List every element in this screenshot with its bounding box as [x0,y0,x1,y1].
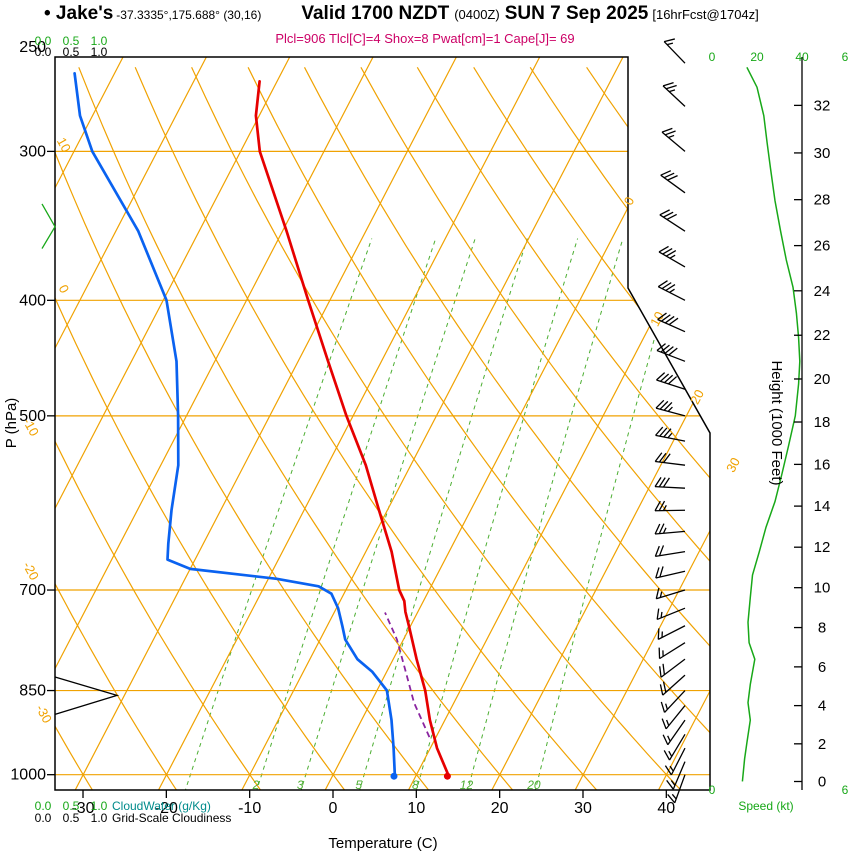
height-tick-label: 4 [818,698,826,715]
mixing-ratio-label: 5 [355,778,362,792]
cloudwater-scale-bottom: 1.0 [91,799,108,813]
speed-scale-top: 0 [709,50,716,64]
temperature-curve [254,79,450,777]
pressure-tick-label: 700 [19,582,46,599]
parcel-curve [384,612,431,738]
height-axis-title: Height (1000 Feet) [768,360,785,485]
speed-scale-top-edge: 6 [842,50,849,64]
speed-profile [741,66,801,782]
speed-scale-bottom-edge: 6 [842,783,849,797]
mixing-ratio-lines [184,238,683,790]
cloudwater-label: CloudWater (g/Kg) [112,799,211,813]
pressure-tick-label: 400 [19,292,46,309]
dry-adiabat-label: 10 [54,135,74,155]
cloud-scales: 0.00.00.50.51.01.00.00.00.50.51.01.0Clou… [35,34,232,825]
height-tick-label: 30 [814,145,831,162]
cloudwater-scale-top: 0.0 [35,34,52,48]
temperature-tick-label: -30 [71,800,94,817]
temperature-tick-label: -20 [155,800,178,817]
isotherm-label: 20 [687,387,707,407]
height-tick-label: 8 [818,620,826,637]
cloudwater-scale-bottom: 0.5 [63,799,80,813]
wind-barbs [654,38,686,804]
mixing-ratio-label: 12 [460,778,474,792]
cloudiness-profile [54,676,120,716]
speed-scale-top: 40 [795,50,809,64]
pressure-tick-label: 300 [19,143,46,160]
height-tick-label: 20 [814,371,831,388]
skewt-background-grid [55,57,710,790]
cloudiness-label: Grid-Scale Cloudiness [112,811,231,825]
valid-time: Valid 1700 NZDT [301,3,450,24]
cloudwater-scale-bottom: 0.0 [35,799,52,813]
forecast-tag: [16hrFcst@1704z] [652,7,759,22]
height-tick-label: 22 [814,327,831,344]
height-tick-label: 14 [814,498,831,515]
dry-adiabat-label: -20 [20,559,42,583]
temperature-dot [443,772,451,780]
height-tick-label: 2 [818,736,826,753]
cloudiness-scale-bottom: 0.0 [35,811,52,825]
sounding-parameters: Plcl=906 Tlcl[C]=4 Shox=8 Pwat[cm]=1 Cap… [275,31,575,46]
cloudwater-profile [41,203,56,249]
temperature-tick-label: 20 [491,800,509,817]
mixing-ratio-label: 2 [252,778,260,792]
cloudwater-scale-top: 0.5 [63,34,80,48]
mixing-ratio-label: 8 [412,778,419,792]
cloudiness-scale-bottom: 0.5 [63,811,80,825]
height-tick-label: 26 [814,238,831,255]
valid-zulu: (0400Z) [454,7,500,22]
height-tick-label: 6 [818,659,826,676]
height-tick-label: 16 [814,456,831,473]
pressure-tick-label: 850 [19,683,46,700]
temperature-tick-label: 30 [574,800,592,817]
dry-adiabat-label: 0 [56,282,73,296]
height-tick-label: 32 [814,97,831,114]
height-tick-label: 24 [814,283,831,300]
temperature-axis: -30 -20 -10 0 10 20 30 40 Temperature (C) [71,790,675,852]
title-bar: • Jake's -37.3335°,175.688° (30,16) Valid … [44,3,759,25]
pressure-tick-label: 500 [19,408,46,425]
mixing-ratio-label: 20 [526,778,541,792]
isotherm-label: 10 [647,309,667,329]
isotherm-label: 30 [723,455,743,475]
height-tick-label: 10 [814,580,831,597]
pressure-tick-label: 1000 [10,767,46,784]
height-tick-label: 18 [814,414,831,431]
pressure-axis-title: P (hPa) [3,398,20,449]
speed-scale-bottom: 0 [709,783,716,797]
temperature-tick-label: 10 [407,800,425,817]
plot-border [54,56,711,791]
height-tick-label: 12 [814,539,831,556]
cloudwater-scale-top: 1.0 [91,34,108,48]
cloudiness-scale-bottom: 1.0 [91,811,108,825]
station-name: • Jake's [44,3,114,24]
speed-axis-title: Speed (kt) [738,799,793,813]
pressure-tick-label: 250 [19,39,46,56]
dewpoint-dot [390,772,398,780]
pressure-axis: 250 300 400 500 700 850 1000 P (hPa) [3,39,55,784]
dewpoint-curve [73,71,397,777]
cloudiness-scale-top: 0.0 [35,45,52,59]
temperature-tick-label: 40 [657,800,675,817]
height-tick-label: 0 [818,773,826,790]
valid-date: SUN 7 Sep 2025 [504,3,649,24]
temperature-tick-label: -10 [238,800,261,817]
station-coords: -37.3335°,175.688° (30,16) [116,8,262,22]
mixing-ratio-label: 3 [297,778,304,792]
temperature-axis-title: Temperature (C) [328,835,437,852]
cloudiness-scale-top: 1.0 [91,45,108,59]
dry-adiabat-label: -30 [33,702,55,726]
isotherm-label: 0 [621,194,638,207]
speed-scale-top: 20 [750,50,764,64]
cloudiness-scale-top: 0.5 [63,45,80,59]
temperature-tick-label: 0 [329,800,338,817]
height-tick-label: 28 [814,192,831,209]
